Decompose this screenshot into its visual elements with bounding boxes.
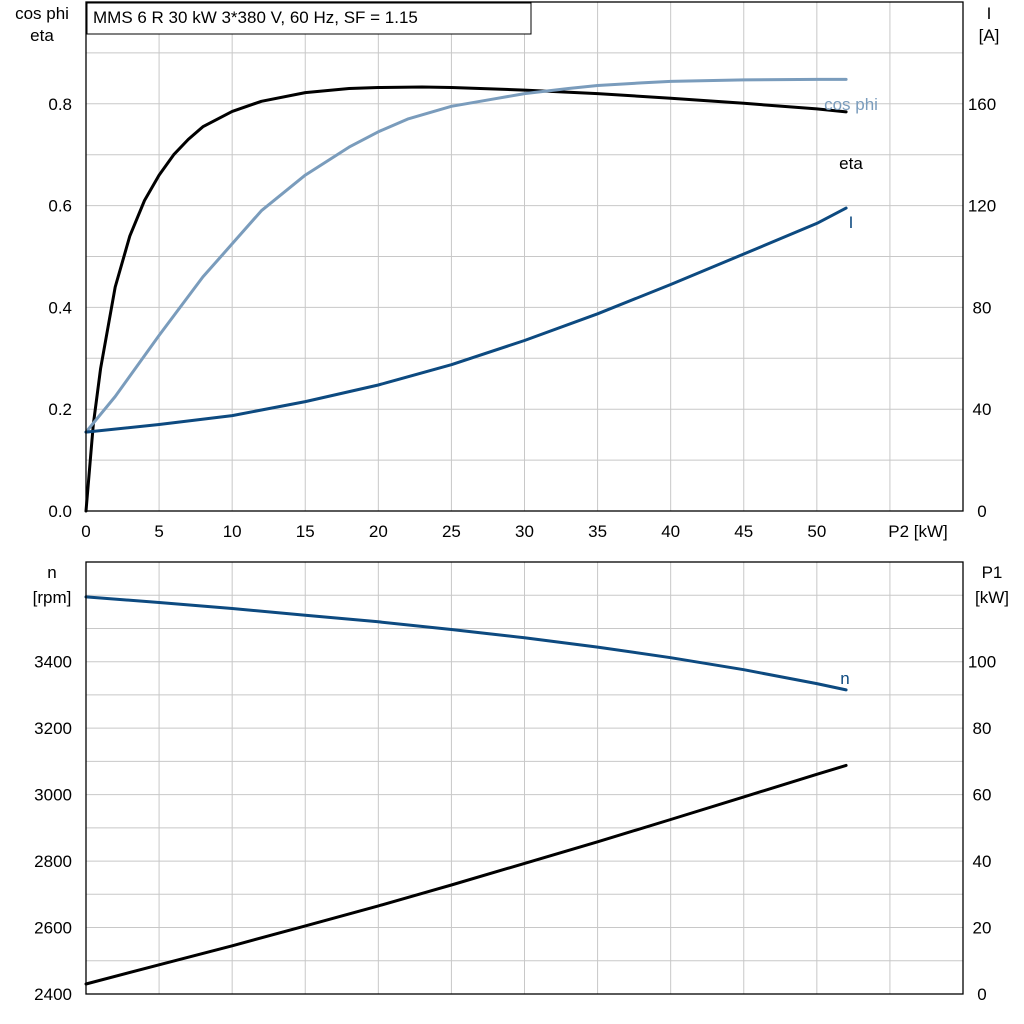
top-right-axis-title-line1: I: [987, 4, 992, 23]
bottom-left-tick-label: 3200: [34, 719, 72, 738]
bottom-right-tick-label: 100: [968, 653, 996, 672]
top-left-axis-title-line2: eta: [30, 26, 54, 45]
chart-title: MMS 6 R 30 kW 3*380 V, 60 Hz, SF = 1.15: [93, 8, 418, 27]
bottom-left-tick-label: 3400: [34, 653, 72, 672]
top-right-tick-label: 160: [968, 95, 996, 114]
bottom-chart-grid: [86, 562, 963, 994]
x-tick-label: 45: [734, 522, 753, 541]
tick-labels: 0.0 0.2 0.4 0.6 0.8 0 40 80 120 160 2400 2600 2800 30…: [34, 95, 996, 1004]
bottom-series-p1: [84, 763, 848, 986]
top-left-tick-label: 0.0: [48, 502, 72, 521]
x-tick-label: 5: [154, 522, 163, 541]
top-right-tick-label: 120: [968, 197, 996, 216]
bottom-right-tick-label: 80: [973, 719, 992, 738]
top-left-tick-label: 0.2: [48, 400, 72, 419]
bottom-right-tick-label: 40: [973, 852, 992, 871]
top-series-cos-phi: [84, 77, 848, 434]
bottom-left-tick-label: 3000: [34, 786, 72, 805]
bottom-right-tick-label: 0: [977, 985, 986, 1004]
top-series-eta: [84, 85, 848, 513]
bottom-left-tick-label: 2800: [34, 852, 72, 871]
bottom-left-tick-label: 2600: [34, 919, 72, 938]
x-tick-label: 35: [588, 522, 607, 541]
top-chart-grid: [86, 2, 963, 511]
top-chart-frame: [85, 1, 964, 512]
bottom-right-axis-title-line1: P1: [982, 563, 1003, 582]
bottom-left-axis-title-line2: [rpm]: [33, 588, 72, 607]
x-tick-label: 30: [515, 522, 534, 541]
top-right-axis-title-line2: [A]: [979, 26, 1000, 45]
x-tick-label: 50: [807, 522, 826, 541]
top-right-tick-label: 0: [977, 502, 986, 521]
top-left-tick-label: 0.4: [48, 298, 72, 317]
cosphi-curve-label: cos phi: [824, 95, 878, 114]
bottom-left-axis-title-line1: n: [47, 563, 56, 582]
top-series-i: [84, 206, 848, 434]
x-axis-title: P2 [kW]: [888, 522, 948, 541]
x-tick-label: 20: [369, 522, 388, 541]
bottom-chart-frame: [85, 561, 964, 995]
x-tick-label: 0: [81, 522, 90, 541]
bottom-right-tick-label: 20: [973, 919, 992, 938]
title-box: [86, 2, 532, 35]
x-tick-label: 40: [661, 522, 680, 541]
top-right-tick-label: 80: [973, 298, 992, 317]
top-left-tick-label: 0.8: [48, 95, 72, 114]
current-curve-label: I: [849, 213, 854, 232]
bottom-series-n: [84, 595, 848, 692]
bottom-right-axis-title-line2: [kW]: [975, 588, 1009, 607]
x-tick-label: 25: [442, 522, 461, 541]
bottom-right-tick-label: 60: [973, 786, 992, 805]
top-left-tick-label: 0.6: [48, 197, 72, 216]
eta-curve-label: eta: [839, 154, 863, 173]
x-tick-label: 15: [296, 522, 315, 541]
speed-curve-label: n: [840, 669, 849, 688]
bottom-left-tick-label: 2400: [34, 985, 72, 1004]
x-tick-label: 10: [223, 522, 242, 541]
top-left-axis-title-line1: cos phi: [15, 4, 69, 23]
chart-curves: [84, 77, 848, 986]
top-right-tick-label: 40: [973, 400, 992, 419]
